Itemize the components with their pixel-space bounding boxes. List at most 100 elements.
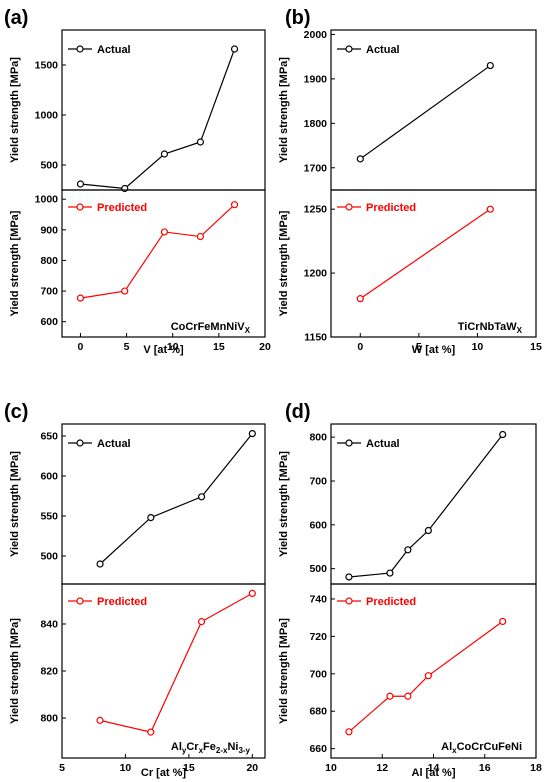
- bottom-data-point: [76, 294, 85, 302]
- x-tick-label: 15: [530, 341, 542, 353]
- bottom-data-point: [486, 205, 494, 213]
- bottom-data-point: [230, 201, 239, 209]
- top-series-line: [80, 48, 236, 190]
- bottom-plot-frame: [330, 189, 537, 338]
- legend-marker: [345, 203, 353, 211]
- alloy-subscript: X: [517, 326, 523, 335]
- bottom-series-line: [80, 204, 235, 299]
- bottom-y-tick-label: 700: [309, 668, 327, 680]
- legend-marker: [345, 597, 353, 605]
- top-y-tick-label: 500: [40, 551, 58, 563]
- x-tick-label: 16: [479, 762, 491, 774]
- x-axis-label: Cr [at %]: [141, 767, 187, 779]
- top-data-point: [76, 180, 85, 188]
- bottom-y-tick-label: 660: [309, 743, 327, 755]
- alloy-text-part: Cr: [186, 741, 199, 753]
- legend-marker: [345, 45, 353, 53]
- x-tick-label: 10: [167, 341, 179, 353]
- bottom-data-point: [499, 617, 507, 626]
- legend-label: Actual: [97, 44, 131, 56]
- top-plot-frame: [61, 423, 266, 585]
- legend-label: Predicted: [366, 596, 416, 608]
- top-data-point: [121, 184, 129, 193]
- alloy-subscript: x: [199, 746, 204, 755]
- top-data-point: [147, 513, 155, 522]
- bottom-data-point: [424, 672, 432, 680]
- top-y-tick-label: 1000: [35, 110, 59, 122]
- x-tick-label: 18: [530, 762, 542, 774]
- x-tick-label: 5: [416, 341, 422, 353]
- x-tick-label: 5: [124, 341, 130, 353]
- top-y-tick-label: 500: [40, 160, 58, 172]
- top-series-line: [359, 65, 491, 160]
- top-data-point: [248, 430, 256, 438]
- bottom-data-point: [248, 589, 256, 598]
- alloy-label: AlyCrxFe2-xNi3-y: [171, 741, 251, 755]
- panel-letter: (a): [4, 7, 28, 29]
- bottom-y-axis-label: Yield strength [MPa]: [9, 618, 21, 724]
- legend-label: Predicted: [366, 202, 416, 214]
- alloy-text-part: Ni: [227, 741, 238, 753]
- bottom-y-tick-label: 900: [40, 224, 58, 236]
- alloy-text-part: TiCrNbTaW: [458, 321, 517, 333]
- alloy-label: TiCrNbTaWX: [458, 321, 523, 335]
- x-tick-label: 15: [213, 341, 225, 353]
- top-y-tick-label: 1800: [304, 118, 328, 130]
- alloy-text-part: CoCrFeMnNiV: [171, 321, 246, 333]
- legend-label: Actual: [366, 44, 400, 56]
- x-tick-label: 10: [120, 762, 132, 774]
- panel-letter: (c): [4, 401, 28, 423]
- bottom-series-line: [359, 208, 491, 300]
- bottom-y-axis-label: Yield strength [MPa]: [9, 210, 21, 316]
- bottom-data-point: [197, 618, 206, 626]
- panel-letter: (d): [285, 401, 311, 423]
- bottom-y-tick-label: 800: [40, 713, 58, 725]
- bottom-y-axis-label: Yield strength [MPa]: [278, 618, 290, 724]
- legend-marker: [76, 597, 84, 605]
- legend-marker: [76, 45, 84, 53]
- x-tick-label: 10: [325, 762, 337, 774]
- top-y-axis-label: Yield strength [MPa]: [9, 57, 21, 163]
- x-tick-label: 15: [183, 762, 195, 774]
- legend-label: Actual: [366, 438, 400, 450]
- top-data-point: [96, 560, 104, 568]
- top-y-tick-label: 1900: [304, 73, 328, 85]
- top-y-tick-label: 600: [40, 471, 58, 483]
- panel-letter: (b): [285, 7, 311, 29]
- top-data-point: [356, 155, 364, 163]
- chart-panel-3: (d) 500 600 700 800 Yield strength [MPa] Actua…: [278, 401, 542, 779]
- x-tick-label: 0: [78, 341, 84, 353]
- bottom-series-line: [99, 592, 253, 733]
- bottom-data-point: [356, 295, 364, 303]
- bottom-y-tick-label: 600: [40, 316, 58, 328]
- bottom-plot-frame: [61, 583, 266, 759]
- bottom-y-tick-label: 1200: [304, 268, 328, 280]
- legend-marker: [76, 439, 84, 447]
- bottom-data-point: [121, 287, 129, 295]
- legend-label: Actual: [97, 438, 131, 450]
- top-y-axis-label: Yield strength [MPa]: [9, 451, 21, 557]
- bottom-y-tick-label: 1150: [304, 332, 327, 344]
- top-plot-frame: [61, 29, 266, 191]
- alloy-text-part: Fe: [203, 741, 216, 753]
- bottom-y-tick-label: 800: [40, 255, 58, 267]
- top-y-tick-label: 800: [309, 432, 327, 444]
- alloy-label: AlxCoCrCuFeNi: [441, 741, 522, 755]
- x-axis-label: W [at %]: [412, 344, 456, 356]
- alloy-subscript: x: [452, 746, 457, 755]
- bottom-y-tick-label: 720: [309, 631, 327, 643]
- top-plot-frame: [330, 423, 537, 585]
- top-data-point: [424, 526, 432, 535]
- chart-panel-2: (c) 500 550 600 650 Yield strength [MPa] Actua…: [4, 401, 266, 779]
- bottom-data-point: [147, 728, 155, 736]
- alloy-label: CoCrFeMnNiVX: [171, 321, 251, 335]
- bottom-plot-frame: [61, 189, 266, 338]
- top-data-point: [196, 138, 205, 146]
- top-y-tick-label: 550: [40, 511, 58, 523]
- top-data-point: [404, 546, 412, 554]
- bottom-data-point: [404, 692, 412, 700]
- alloy-text-part: Al: [171, 741, 182, 753]
- top-data-point: [230, 45, 239, 53]
- x-tick-label: 14: [428, 762, 440, 774]
- top-y-tick-label: 2000: [304, 29, 328, 41]
